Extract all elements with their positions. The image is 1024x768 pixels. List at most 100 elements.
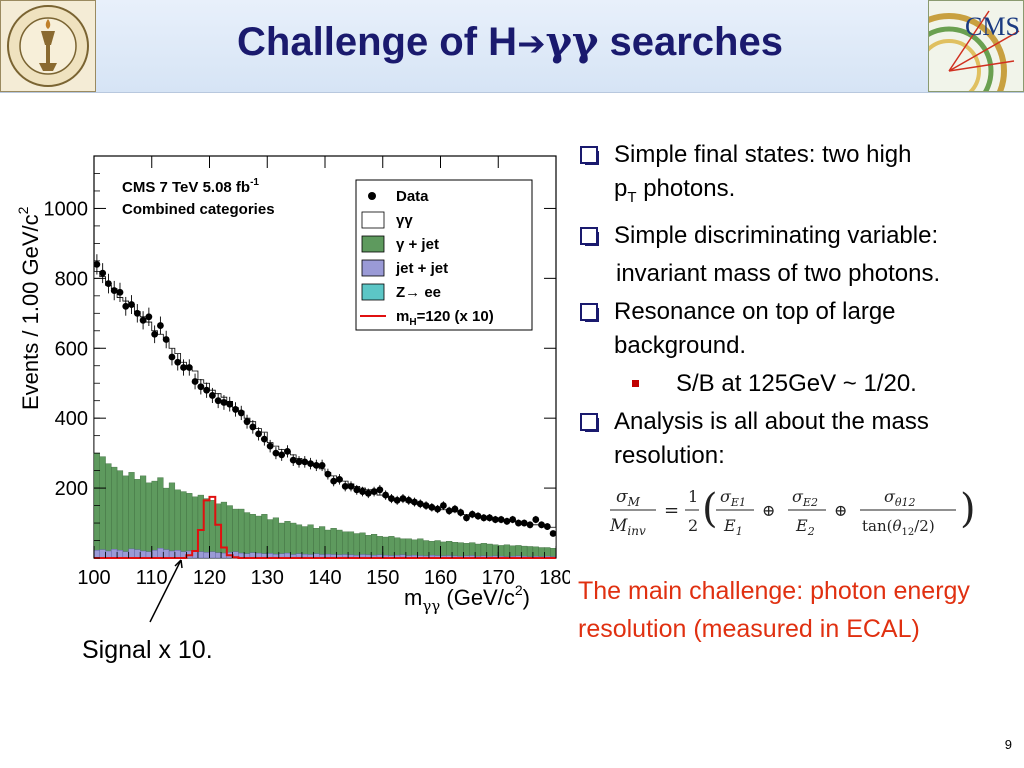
x-tick-label: 120 bbox=[193, 567, 226, 589]
chart-svg: 100 110 120 130 140 150 160 170 180 200 400 600 800 1… bbox=[15, 155, 573, 615]
data-point bbox=[497, 516, 505, 523]
svg-text:=: = bbox=[664, 500, 679, 521]
gamma-jet-bar bbox=[122, 475, 129, 559]
jet-jet-bar bbox=[163, 549, 170, 559]
data-point bbox=[278, 451, 286, 459]
svg-text:E2: E2 bbox=[795, 516, 815, 538]
data-point bbox=[388, 495, 395, 502]
caltech-logo bbox=[0, 0, 96, 92]
svg-text:σθ12: σθ12 bbox=[884, 487, 916, 509]
bullet-continuation: invariant mass of two photons. bbox=[616, 259, 941, 287]
data-point bbox=[312, 461, 320, 469]
legend-zee: Z→ ee bbox=[396, 284, 441, 301]
checkbox-bullet-icon bbox=[580, 302, 599, 322]
sub-bullet-text: S/B at 125GeV ~ 1/20. bbox=[676, 369, 917, 397]
jet-jet-bar bbox=[168, 550, 176, 559]
sub-bullet-s-over-b: S/B at 125GeV ~ 1/20. bbox=[578, 367, 1018, 401]
data-point bbox=[307, 460, 314, 468]
data-point bbox=[301, 458, 309, 466]
gamma-jet-bar bbox=[313, 528, 320, 559]
data-point bbox=[439, 502, 447, 509]
gamma-jet-bar bbox=[255, 515, 262, 559]
data-point bbox=[295, 458, 303, 466]
data-point bbox=[249, 423, 257, 431]
svg-text:σE2: σE2 bbox=[792, 487, 818, 509]
legend-dot-marker bbox=[368, 192, 376, 200]
jet-jet-bar bbox=[209, 551, 216, 559]
jet-jet-bar bbox=[99, 549, 106, 559]
chart-subheader-text: Combined categories bbox=[122, 201, 275, 218]
bullet-text: Simple discriminating variable: bbox=[614, 221, 939, 249]
svg-text:tan(θ12/2): tan(θ12/2) bbox=[862, 517, 935, 538]
data-point bbox=[428, 503, 436, 511]
x-tick-label: 170 bbox=[482, 567, 515, 589]
data-point bbox=[538, 521, 545, 529]
data-point bbox=[474, 512, 482, 520]
gamma-jet-bar bbox=[267, 519, 274, 559]
main-challenge-text: The main challenge: photon energy resolu… bbox=[578, 577, 970, 643]
gamma-jet-bar bbox=[128, 472, 135, 559]
svg-text:): ) bbox=[960, 486, 976, 532]
gamma-jet-bar bbox=[278, 522, 285, 559]
y-tick-label: 200 bbox=[55, 478, 88, 500]
x-tick-label: 110 bbox=[136, 567, 168, 589]
gamma-jet-bar bbox=[163, 487, 170, 559]
data-point bbox=[243, 418, 251, 426]
data-point bbox=[526, 521, 534, 529]
data-point bbox=[532, 516, 540, 523]
gamma-jet-bar bbox=[168, 482, 176, 559]
gamma-jet-bar bbox=[238, 508, 245, 559]
data-point bbox=[232, 406, 239, 413]
data-point bbox=[347, 482, 355, 490]
data-point bbox=[422, 502, 430, 509]
data-point bbox=[434, 505, 442, 513]
data-point bbox=[341, 482, 349, 490]
svg-text:Minv: Minv bbox=[609, 516, 646, 538]
bullet-text: Simple final states: two high bbox=[614, 141, 912, 168]
checkbox-bullet-icon bbox=[580, 146, 599, 165]
data-point bbox=[359, 488, 366, 495]
jet-jet-bar bbox=[116, 550, 124, 559]
svg-text:σE1: σE1 bbox=[720, 487, 746, 509]
data-point bbox=[272, 449, 280, 457]
data-point bbox=[208, 392, 216, 399]
svg-text:1: 1 bbox=[688, 487, 698, 506]
data-point bbox=[445, 507, 453, 515]
jet-jet-bar bbox=[157, 548, 164, 559]
data-point bbox=[520, 519, 528, 527]
gamma-jet-bar bbox=[290, 522, 297, 559]
data-point bbox=[128, 301, 135, 308]
y-tick-label: 800 bbox=[55, 268, 88, 290]
data-point bbox=[99, 269, 107, 277]
gamma-jet-bar bbox=[139, 475, 147, 559]
data-point bbox=[145, 313, 153, 321]
data-point bbox=[468, 510, 476, 518]
data-point bbox=[214, 397, 222, 405]
data-point bbox=[151, 330, 159, 338]
cms-logo: CMS bbox=[891, 0, 1024, 129]
data-point bbox=[543, 523, 551, 530]
legend-swatch bbox=[361, 283, 385, 301]
jet-jet-bar bbox=[105, 550, 112, 559]
data-point bbox=[266, 442, 274, 450]
data-point bbox=[491, 516, 499, 523]
title-suffix: searches bbox=[598, 20, 783, 64]
mass-resolution-formula: σM Minv = 1 2 ( σE1 E1 ⊕ σE2 E2 ⊕ σθ12 t… bbox=[606, 478, 986, 544]
svg-text:⊕: ⊕ bbox=[834, 501, 847, 520]
x-tick-label: 150 bbox=[366, 567, 399, 589]
gamma-jet-bar bbox=[451, 542, 459, 559]
mass-histogram-chart: 100 110 120 130 140 150 160 170 180 200 400 600 800 1… bbox=[0, 150, 573, 620]
legend-gg: γγ bbox=[396, 212, 413, 229]
gamma-jet-bar bbox=[486, 543, 493, 559]
data-point bbox=[168, 353, 176, 361]
data-point bbox=[509, 516, 517, 523]
data-point bbox=[260, 435, 268, 443]
data-point bbox=[110, 287, 118, 294]
data-point bbox=[411, 498, 418, 506]
gamma-jet-bar bbox=[157, 477, 164, 559]
gamma-jet-bar bbox=[284, 521, 291, 559]
legend-swatch bbox=[361, 235, 385, 253]
data-point bbox=[133, 309, 141, 317]
data-point bbox=[180, 364, 187, 371]
gamma-jet-bar bbox=[319, 526, 326, 559]
